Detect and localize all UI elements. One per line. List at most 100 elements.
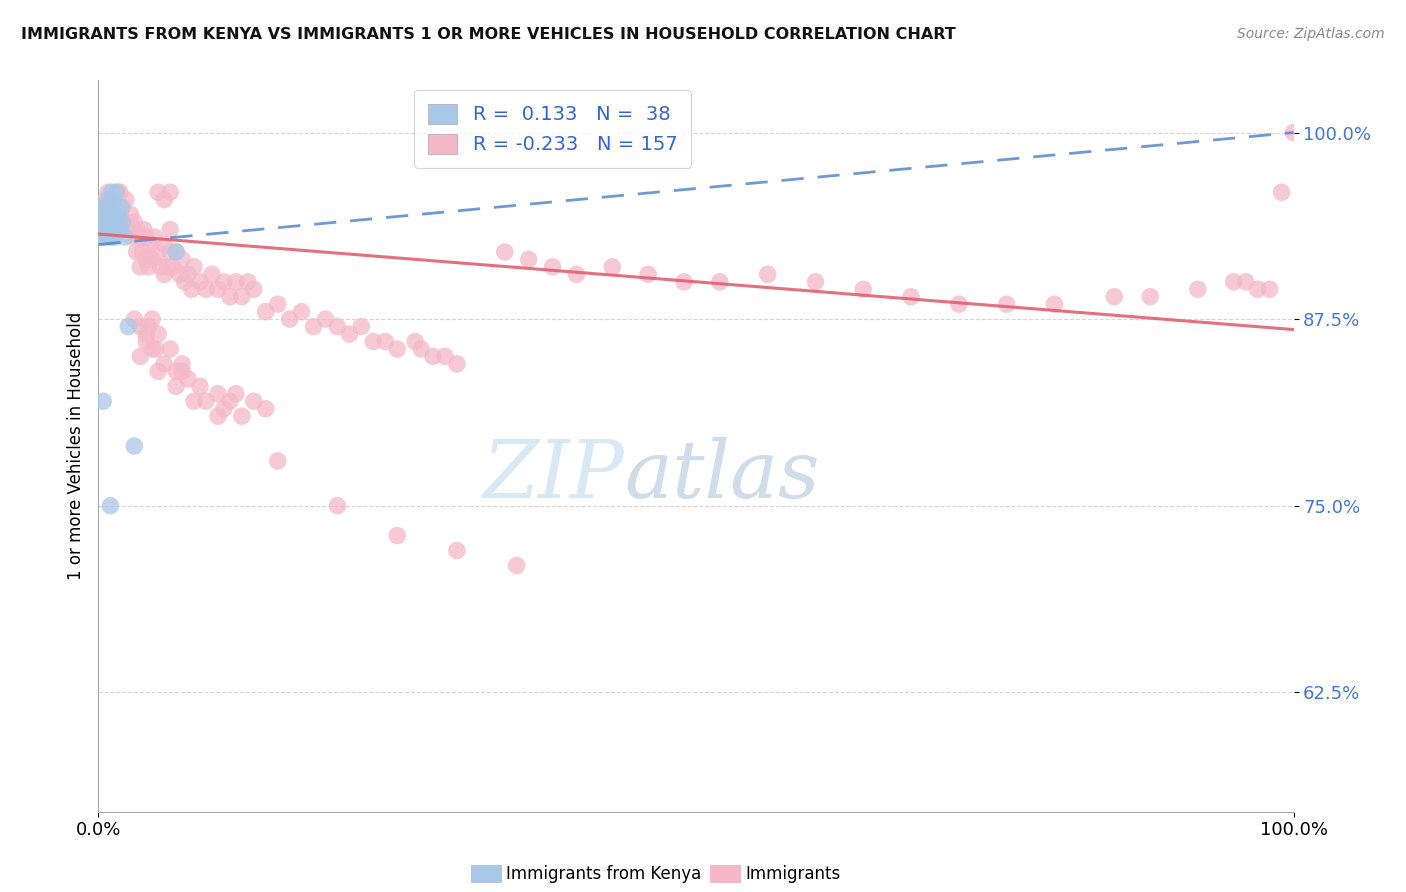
Point [91, 394, 114, 409]
Point [124, 215, 146, 229]
Point [517, 252, 540, 267]
Point [129, 319, 152, 334]
Point [141, 342, 163, 356]
Point [207, 386, 229, 401]
Point [129, 230, 152, 244]
Point [169, 268, 191, 282]
Point [104, 230, 127, 244]
Point [852, 282, 875, 296]
Point [124, 312, 146, 326]
Point [93, 200, 115, 214]
Point [117, 222, 139, 236]
Point [97, 215, 120, 229]
Point [225, 386, 247, 401]
Point [141, 312, 163, 326]
Point [267, 454, 290, 468]
Point [219, 290, 242, 304]
Point [139, 237, 162, 252]
Point [180, 282, 202, 296]
Point [506, 558, 529, 573]
Point [219, 394, 242, 409]
Point [637, 268, 659, 282]
Point [103, 200, 125, 214]
Point [385, 342, 409, 356]
Point [212, 275, 235, 289]
Point [143, 230, 166, 244]
Point [91, 208, 114, 222]
Point [565, 268, 588, 282]
Point [90, 215, 112, 229]
Point [1139, 290, 1161, 304]
Point [96, 222, 118, 236]
Point [494, 244, 516, 259]
Text: Source: ZipAtlas.com: Source: ZipAtlas.com [1237, 27, 1385, 41]
Point [541, 260, 564, 274]
Point [165, 364, 187, 378]
Point [326, 499, 349, 513]
Point [107, 222, 129, 236]
Point [98, 222, 121, 236]
Point [159, 186, 181, 200]
Point [96, 200, 118, 214]
Point [156, 260, 179, 274]
Point [434, 350, 457, 364]
Point [243, 394, 266, 409]
Point [97, 186, 120, 200]
Point [105, 222, 128, 236]
Point [148, 186, 170, 200]
Point [804, 275, 827, 289]
Point [90, 215, 112, 229]
Point [446, 357, 468, 371]
Point [111, 200, 134, 214]
Point [98, 208, 122, 222]
Point [201, 268, 224, 282]
Point [188, 275, 211, 289]
Point [94, 230, 117, 244]
Point [149, 260, 172, 274]
Point [125, 222, 148, 236]
Point [374, 334, 396, 349]
Point [165, 244, 187, 259]
Point [138, 319, 160, 334]
Point [1282, 126, 1305, 140]
Point [93, 200, 115, 214]
Point [212, 401, 235, 416]
Point [114, 230, 136, 244]
Legend: R =  0.133   N =  38, R = -0.233   N = 157: R = 0.133 N = 38, R = -0.233 N = 157 [415, 90, 690, 168]
Point [98, 215, 122, 229]
Point [254, 401, 277, 416]
Point [105, 186, 128, 200]
Point [1223, 275, 1246, 289]
Point [995, 297, 1018, 311]
Point [1271, 186, 1294, 200]
Point [104, 215, 127, 229]
Point [110, 215, 132, 229]
Point [108, 222, 131, 236]
Point [98, 200, 121, 214]
Point [1247, 282, 1270, 296]
Point [117, 319, 139, 334]
Point [1043, 297, 1066, 311]
Point [93, 222, 115, 236]
Point [404, 334, 426, 349]
Point [183, 260, 205, 274]
Point [98, 230, 122, 244]
Point [183, 394, 205, 409]
Point [267, 297, 290, 311]
Point [115, 193, 138, 207]
Point [231, 409, 253, 424]
Point [207, 409, 229, 424]
Point [97, 215, 120, 229]
Point [153, 268, 176, 282]
Point [125, 244, 148, 259]
Point [98, 499, 122, 513]
Point [153, 237, 176, 252]
Point [188, 379, 211, 393]
Point [243, 282, 266, 296]
Point [900, 290, 922, 304]
Point [91, 208, 114, 222]
Point [135, 326, 157, 341]
Point [105, 200, 128, 214]
Point [1187, 282, 1209, 296]
Text: Immigrants: Immigrants [745, 865, 841, 883]
